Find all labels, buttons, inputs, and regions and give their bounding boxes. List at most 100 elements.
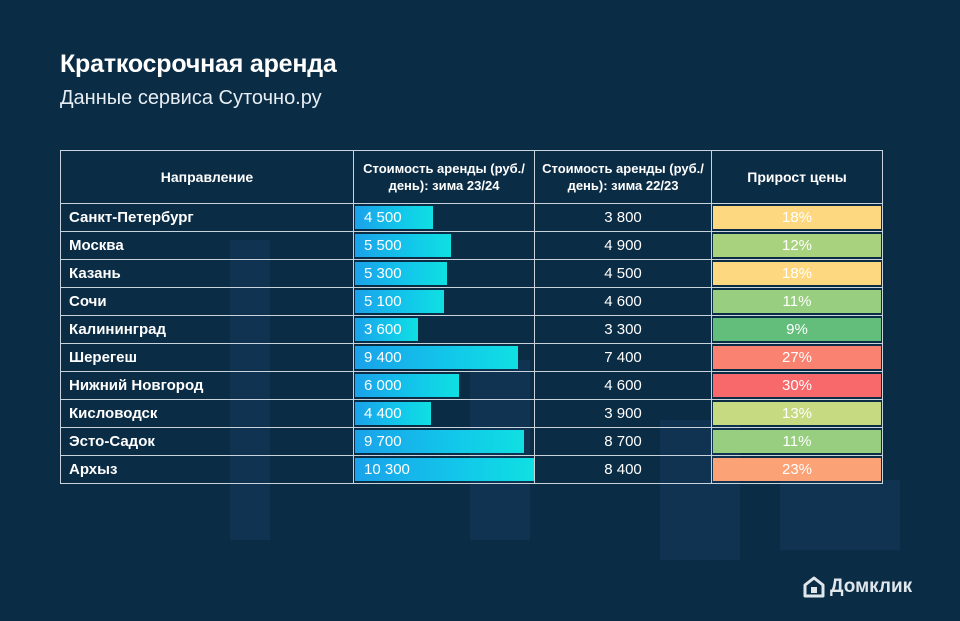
- cost-previous-cell: 4 500: [534, 259, 712, 288]
- cost-current-label: 6 000: [364, 377, 402, 394]
- growth-heat-fill: [713, 430, 881, 453]
- city-cell: Нижний Новгород: [60, 371, 354, 400]
- table-row: Калининград 3 600 3 300 9%: [60, 315, 883, 344]
- growth-label: 18%: [781, 209, 813, 226]
- city-cell: Казань: [60, 259, 354, 288]
- growth-cell: 27%: [711, 343, 883, 372]
- cost-current-cell: 4 400: [353, 399, 535, 428]
- cost-current-cell: 9 400: [353, 343, 535, 372]
- table-row: Нижний Новгород 6 000 4 600 30%: [60, 371, 883, 400]
- cost-bar: [355, 206, 433, 229]
- cost-bar: [355, 374, 459, 397]
- growth-cell: 11%: [711, 287, 883, 316]
- cost-previous-cell: 4 900: [534, 231, 712, 260]
- page-subtitle: Данные сервиса Суточно.ру: [60, 87, 322, 109]
- growth-heat-fill: [713, 402, 881, 425]
- growth-heat-fill: [713, 290, 881, 313]
- table-row: Сочи 5 100 4 600 11%: [60, 287, 883, 316]
- cost-current-label: 3 600: [364, 321, 402, 338]
- cost-current-label: 4 500: [364, 209, 402, 226]
- growth-label: 13%: [781, 405, 813, 422]
- city-cell: Эсто-Садок: [60, 427, 354, 456]
- table-row: Москва 5 500 4 900 12%: [60, 231, 883, 260]
- cost-current-label: 9 700: [364, 433, 402, 450]
- growth-cell: 18%: [711, 259, 883, 288]
- cost-current-cell: 9 700: [353, 427, 535, 456]
- growth-heat-fill: [713, 318, 881, 341]
- cost-current-cell: 4 500: [353, 203, 535, 232]
- brand-name: Домклик: [830, 576, 913, 597]
- growth-label: 12%: [781, 237, 813, 254]
- cost-current-label: 4 400: [364, 405, 402, 422]
- growth-label: 9%: [786, 321, 808, 338]
- cost-current-cell: 5 500: [353, 231, 535, 260]
- brand-logo: Домклик: [803, 576, 912, 598]
- header-direction: Направление: [60, 150, 354, 204]
- growth-label: 11%: [782, 293, 812, 310]
- growth-cell: 23%: [711, 455, 883, 484]
- cost-bar: [355, 430, 524, 453]
- background-decoration: [780, 480, 900, 550]
- city-cell: Шерегеш: [60, 343, 354, 372]
- growth-heat-fill: [713, 206, 881, 229]
- cost-bar: [355, 234, 451, 257]
- cost-previous-cell: 4 600: [534, 287, 712, 316]
- table-row: Санкт-Петербург 4 500 3 800 18%: [60, 203, 883, 232]
- header-cost-current: Стоимость аренды (руб./день): зима 23/24: [353, 150, 535, 204]
- cost-bar: [355, 262, 447, 285]
- cost-current-label: 5 500: [364, 237, 402, 254]
- growth-cell: 9%: [711, 315, 883, 344]
- city-cell: Сочи: [60, 287, 354, 316]
- cost-bar: [355, 318, 418, 341]
- growth-label: 18%: [781, 265, 813, 282]
- cost-current-label: 5 100: [364, 293, 402, 310]
- cost-previous-cell: 8 700: [534, 427, 712, 456]
- growth-heat-fill: [713, 234, 881, 257]
- table-header-row: Направление Стоимость аренды (руб./день)…: [60, 150, 883, 204]
- cost-bar: [355, 290, 444, 313]
- growth-cell: 30%: [711, 371, 883, 400]
- cost-bar: [355, 458, 534, 481]
- table-row: Архыз 10 300 8 400 23%: [60, 455, 883, 484]
- cost-current-cell: 5 100: [353, 287, 535, 316]
- city-cell: Москва: [60, 231, 354, 260]
- cost-current-cell: 5 300: [353, 259, 535, 288]
- city-cell: Кисловодск: [60, 399, 354, 428]
- table-row: Кисловодск 4 400 3 900 13%: [60, 399, 883, 428]
- table-row: Казань 5 300 4 500 18%: [60, 259, 883, 288]
- cost-current-label: 9 400: [364, 349, 402, 366]
- city-cell: Санкт-Петербург: [60, 203, 354, 232]
- city-cell: Архыз: [60, 455, 354, 484]
- header-cost-previous: Стоимость аренды (руб./день): зима 22/23: [534, 150, 712, 204]
- page-title: Краткосрочная аренда: [60, 50, 337, 78]
- cost-previous-cell: 3 300: [534, 315, 712, 344]
- growth-heat-fill: [713, 374, 881, 397]
- rent-table: Направление Стоимость аренды (руб./день)…: [60, 150, 883, 484]
- cost-bar: [355, 402, 431, 425]
- cost-current-label: 5 300: [364, 265, 402, 282]
- growth-heat-fill: [713, 346, 881, 369]
- growth-heat-fill: [713, 458, 881, 481]
- growth-label: 30%: [781, 377, 813, 394]
- cost-current-cell: 6 000: [353, 371, 535, 400]
- cost-previous-cell: 7 400: [534, 343, 712, 372]
- cost-previous-cell: 8 400: [534, 455, 712, 484]
- cost-previous-cell: 3 800: [534, 203, 712, 232]
- cost-current-label: 10 300: [364, 461, 410, 478]
- table-row: Шерегеш 9 400 7 400 27%: [60, 343, 883, 372]
- growth-cell: 13%: [711, 399, 883, 428]
- growth-label: 27%: [781, 349, 813, 366]
- header-growth: Прирост цены: [711, 150, 883, 204]
- growth-cell: 12%: [711, 231, 883, 260]
- growth-cell: 11%: [711, 427, 883, 456]
- cost-bar: [355, 346, 518, 369]
- table-row: Эсто-Садок 9 700 8 700 11%: [60, 427, 883, 456]
- growth-heat-fill: [713, 262, 881, 285]
- cost-previous-cell: 4 600: [534, 371, 712, 400]
- growth-label: 11%: [782, 433, 812, 450]
- house-logo-icon: [803, 576, 825, 598]
- cost-previous-cell: 3 900: [534, 399, 712, 428]
- city-cell: Калининград: [60, 315, 354, 344]
- growth-label: 23%: [781, 461, 813, 478]
- cost-current-cell: 10 300: [353, 455, 535, 484]
